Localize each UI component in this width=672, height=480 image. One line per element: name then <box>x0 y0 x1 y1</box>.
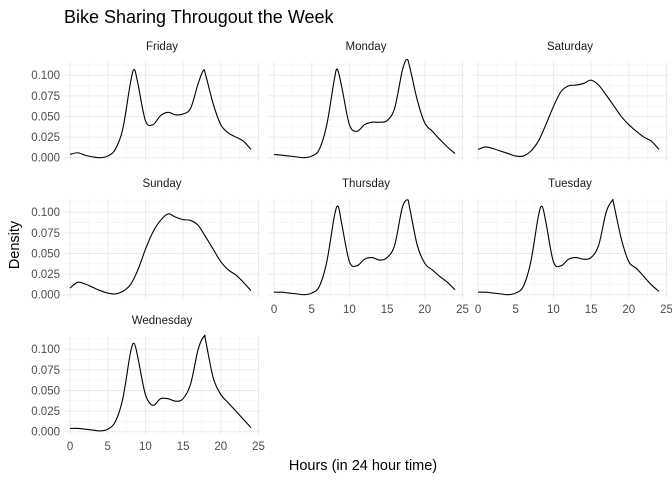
x-axis-title: Hours (in 24 hour time) <box>289 458 437 474</box>
y-tick-label: 0.075 <box>31 228 60 240</box>
panel-saturday: Saturday <box>472 41 668 161</box>
x-tick-label: 15 <box>381 304 394 316</box>
y-tick-label: 0.100 <box>31 207 60 219</box>
density-curve-monday <box>273 58 456 159</box>
y-axis-title: Density <box>7 220 23 269</box>
facet-label-sunday: Sunday <box>142 178 181 190</box>
panel-monday: Monday <box>268 41 464 161</box>
x-tick-label: 0 <box>271 304 277 316</box>
y-tick-label: 0.050 <box>31 385 60 397</box>
facet-label-friday: Friday <box>146 41 178 53</box>
x-tick-label: 5 <box>105 441 111 453</box>
panel-friday: Friday 0.000 0.025 0.050 0.075 0.100 <box>31 41 260 165</box>
density-curve-sunday <box>69 213 252 295</box>
x-tick-label: 5 <box>309 304 315 316</box>
y-tick-label: 0.025 <box>31 269 60 281</box>
x-tick-label: 10 <box>139 441 152 453</box>
x-tick-label: 20 <box>214 441 227 453</box>
y-tick-label: 0.025 <box>31 132 60 144</box>
facet-label-wednesday: Wednesday <box>132 315 193 327</box>
panel-sunday: Sunday 0.000 0.025 0.050 0.075 0.100 <box>31 178 260 302</box>
x-tick-label: 10 <box>343 304 356 316</box>
facet-label-saturday: Saturday <box>547 41 593 53</box>
density-curve-tuesday <box>478 198 660 296</box>
y-tick-label: 0.050 <box>31 111 60 123</box>
x-tick-label: 10 <box>547 304 560 316</box>
y-tick-label: 0.075 <box>31 365 60 377</box>
x-tick-label: 25 <box>252 441 265 453</box>
facet-label-tuesday: Tuesday <box>548 178 592 190</box>
panel-wednesday: Wednesday 0.000 0.025 0.050 0.075 0.100 0 5 10 15… <box>31 315 265 453</box>
x-tick-label: 15 <box>585 304 598 316</box>
density-curve-friday <box>69 68 252 159</box>
density-curve-wednesday <box>70 334 252 432</box>
x-tick-label: 20 <box>622 304 635 316</box>
panel-thursday: Thursday 0 5 10 15 20 25 <box>268 178 469 316</box>
facet-label-thursday: Thursday <box>342 178 390 190</box>
y-tick-label: 0.050 <box>31 248 60 260</box>
y-tick-label: 0.025 <box>31 406 60 418</box>
chart-title: Bike Sharing Througout the Week <box>64 7 334 27</box>
y-tick-label: 0.075 <box>31 91 60 103</box>
y-tick-label: 0.100 <box>31 70 60 82</box>
y-tick-label: 0.000 <box>31 290 60 302</box>
y-tick-label: 0.000 <box>31 427 60 439</box>
x-tick-label: 20 <box>418 304 431 316</box>
y-tick-label: 0.000 <box>31 153 60 165</box>
facet-label-monday: Monday <box>346 41 387 53</box>
x-tick-label: 0 <box>475 304 481 316</box>
x-tick-label: 25 <box>456 304 469 316</box>
y-tick-label: 0.100 <box>31 344 60 356</box>
x-tick-label: 15 <box>177 441 190 453</box>
density-curve-thursday <box>274 199 456 296</box>
x-tick-label: 25 <box>660 304 672 316</box>
density-curve-saturday <box>477 79 660 158</box>
panel-tuesday: Tuesday 0 5 10 15 20 25 <box>472 178 672 316</box>
x-tick-label: 5 <box>513 304 519 316</box>
x-tick-label: 0 <box>67 441 73 453</box>
